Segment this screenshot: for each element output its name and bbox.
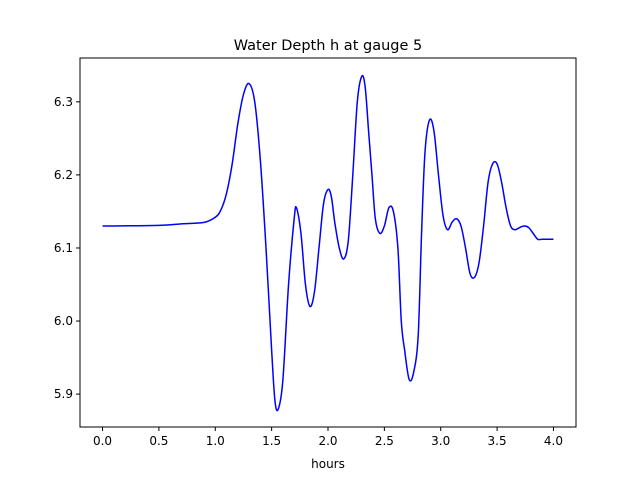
- x-tick-label: 2.0: [318, 434, 337, 448]
- x-axis: 0.0 0.5 1.0 1.5 2.0 2.5 3.0 3.5 4.0: [93, 427, 563, 448]
- x-tick-label: 0.5: [149, 434, 168, 448]
- y-tick-label: 6.3: [54, 95, 73, 109]
- plot-area: 0.0 0.5 1.0 1.5 2.0 2.5 3.0 3.5 4.0 5.9 6.0 6.1 6.2…: [54, 57, 577, 448]
- x-tick-label: 3.0: [431, 434, 450, 448]
- series-line: [102, 74, 554, 412]
- y-tick-label: 5.9: [54, 387, 73, 401]
- x-tick-label: 0.0: [93, 434, 112, 448]
- x-axis-label: hours: [311, 457, 345, 471]
- x-tick-label: 3.5: [488, 434, 507, 448]
- x-tick-label: 2.5: [375, 434, 394, 448]
- y-tick-label: 6.0: [54, 314, 73, 328]
- y-tick-label: 6.1: [54, 241, 73, 255]
- chart-title: Water Depth h at gauge 5: [234, 38, 422, 54]
- y-tick-label: 6.2: [54, 168, 73, 182]
- x-tick-label: 4.0: [544, 434, 563, 448]
- x-tick-label: 1.5: [262, 434, 281, 448]
- x-tick-label: 1.0: [206, 434, 225, 448]
- y-axis: 5.9 6.0 6.1 6.2 6.3: [54, 95, 80, 401]
